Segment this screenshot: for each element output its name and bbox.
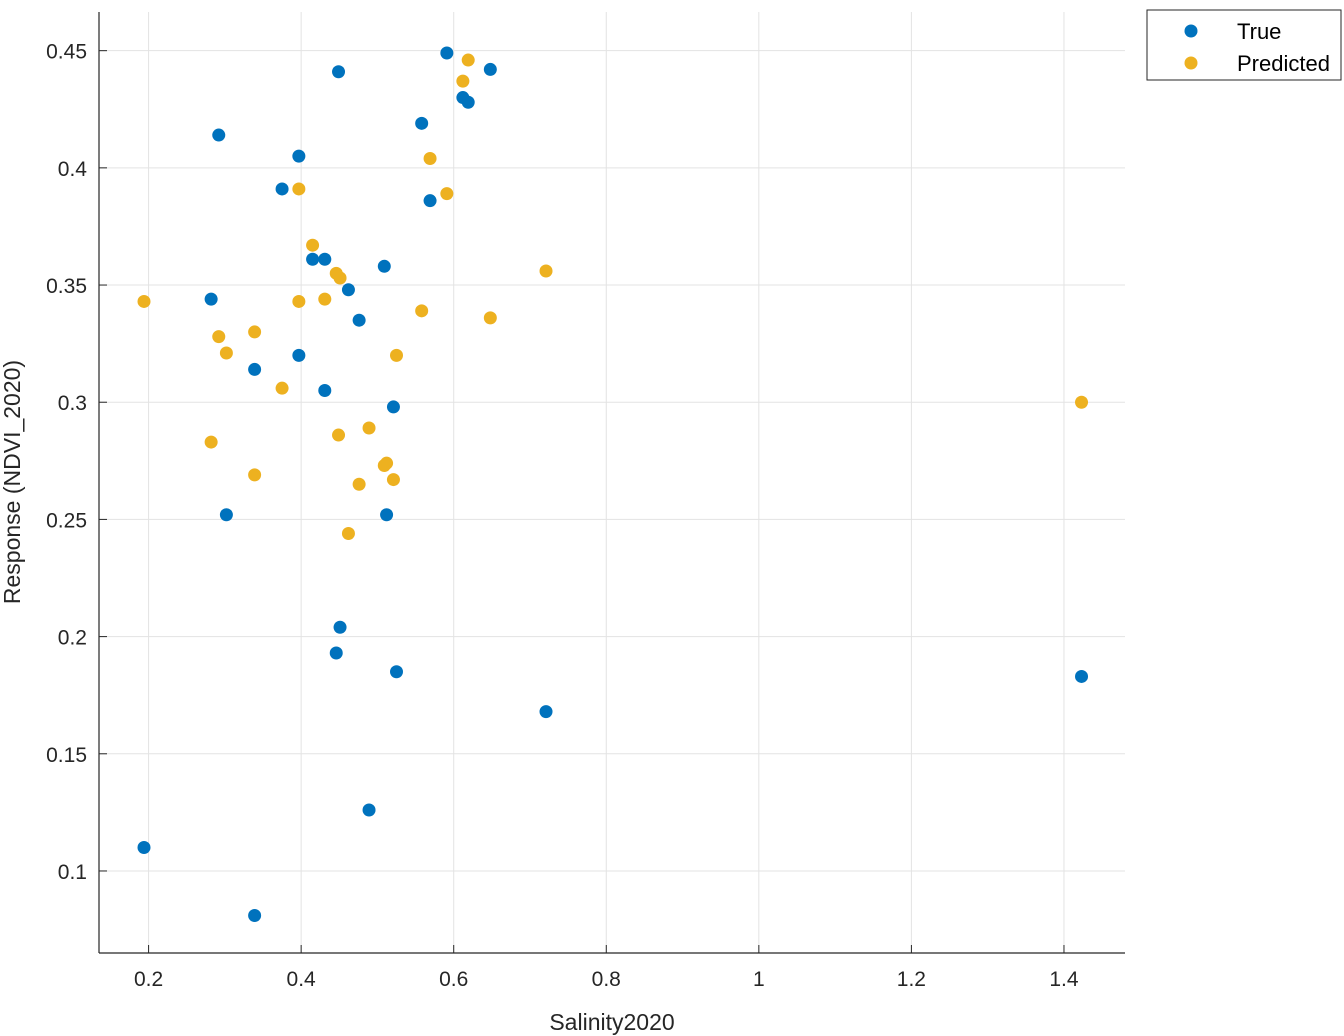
data-point-predicted (386, 473, 400, 487)
legend: True Predicted (1146, 9, 1342, 81)
legend-label-predicted: Predicted (1237, 51, 1330, 76)
legend-box (1146, 9, 1342, 81)
y-tick-label: 0.25 (46, 509, 87, 532)
data-points (137, 46, 1089, 923)
data-point-predicted (204, 435, 218, 449)
x-tick-label: 1 (753, 968, 765, 991)
data-point-true (318, 252, 332, 266)
data-point-true (204, 292, 218, 306)
data-point-true (137, 841, 151, 855)
data-point-predicted (333, 271, 347, 285)
data-point-true (306, 252, 320, 266)
data-point-true (292, 149, 306, 163)
data-point-predicted (423, 151, 437, 165)
series-true (137, 46, 1089, 923)
data-point-true (275, 182, 289, 196)
data-point-true (483, 62, 497, 76)
data-point-predicted (292, 182, 306, 196)
data-point-predicted (332, 428, 346, 442)
data-point-true (390, 665, 404, 679)
y-axis-label: Response (NDVI_2020) (0, 360, 25, 604)
data-point-true (332, 65, 346, 79)
data-point-predicted (292, 294, 306, 308)
data-point-true (219, 508, 233, 522)
data-point-predicted (318, 292, 332, 306)
y-tick-label: 0.2 (58, 627, 87, 650)
data-point-predicted (248, 468, 262, 482)
data-point-predicted (341, 526, 355, 540)
data-point-true (329, 646, 343, 660)
y-tick-label: 0.4 (58, 158, 88, 181)
y-tick-label: 0.15 (46, 744, 87, 767)
data-point-predicted (212, 330, 226, 344)
data-point-predicted (380, 456, 394, 470)
data-point-true (386, 400, 400, 414)
data-point-true (461, 95, 475, 109)
data-point-true (352, 313, 366, 327)
data-point-predicted (137, 294, 151, 308)
data-point-true (318, 384, 332, 398)
legend-marker-true (1184, 24, 1198, 38)
x-tick-label: 0.4 (287, 968, 317, 991)
data-point-true (333, 620, 347, 634)
data-point-true (292, 348, 306, 362)
data-point-true (212, 128, 226, 142)
data-point-true (423, 194, 437, 208)
legend-marker-predicted (1184, 56, 1198, 70)
data-point-true (248, 909, 262, 923)
data-point-predicted (461, 53, 475, 67)
data-point-predicted (539, 264, 553, 278)
series-predicted (137, 53, 1089, 540)
data-point-true (248, 362, 262, 376)
data-point-predicted (219, 346, 233, 360)
data-point-predicted (456, 74, 470, 88)
x-axis-label: Salinity2020 (549, 1009, 674, 1035)
legend-label-true: True (1237, 19, 1281, 44)
data-point-predicted (306, 238, 320, 252)
data-point-predicted (275, 381, 289, 395)
data-point-true (377, 259, 391, 273)
data-point-true (415, 116, 429, 130)
data-point-predicted (1075, 395, 1089, 409)
data-point-predicted (483, 311, 497, 325)
data-point-true (1075, 669, 1089, 683)
x-tick-label: 0.2 (134, 968, 163, 991)
data-point-true (380, 508, 394, 522)
y-tick-label: 0.45 (46, 41, 87, 64)
data-point-true (539, 705, 553, 719)
data-point-predicted (415, 304, 429, 318)
y-tick-label: 0.1 (58, 861, 87, 884)
data-point-true (440, 46, 454, 60)
x-tick-label: 0.8 (592, 968, 621, 991)
data-point-predicted (390, 348, 404, 362)
y-tick-label: 0.35 (46, 275, 87, 298)
data-point-predicted (248, 325, 262, 339)
x-tick-label: 1.4 (1049, 968, 1079, 991)
data-point-predicted (362, 421, 376, 435)
y-tick-label: 0.3 (58, 392, 87, 415)
grid-lines (99, 12, 1125, 953)
x-ticks: 0.2 0.4 0.6 0.8 1 1.2 1.4 (134, 945, 1079, 991)
data-point-predicted (440, 187, 454, 201)
y-ticks: 0.1 0.15 0.2 0.25 0.3 0.35 0.4 0.45 (46, 41, 107, 884)
data-point-true (362, 803, 376, 817)
data-point-predicted (352, 477, 366, 491)
axes (98, 12, 1125, 954)
x-tick-label: 1.2 (897, 968, 926, 991)
data-point-true (341, 283, 355, 297)
x-tick-label: 0.6 (439, 968, 468, 991)
